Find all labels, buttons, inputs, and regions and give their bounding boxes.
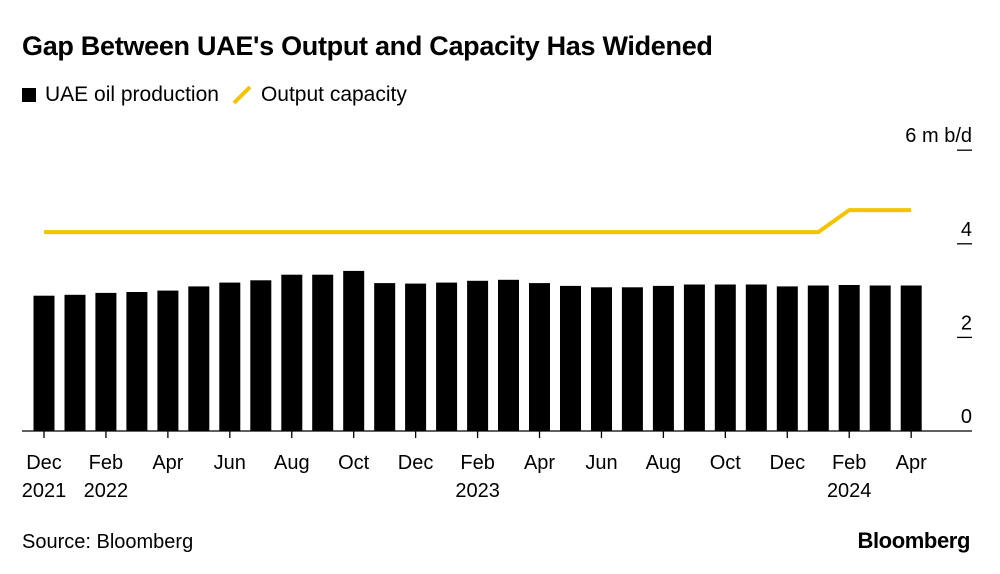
x-tick-label: Oct [338,452,370,474]
x-tick-label: Apr [896,452,927,474]
production-bar [776,286,798,431]
production-bar [838,285,860,431]
production-bar [312,274,334,431]
production-bar [591,287,612,431]
production-bar [498,279,519,431]
production-bar [188,286,210,431]
x-tick-label: Feb [460,452,494,474]
production-bar [64,294,86,431]
production-bar [219,282,241,431]
x-tick-label: Apr [152,452,183,474]
production-bar [436,282,458,431]
legend: UAE oil production Output capacity [22,83,419,107]
production-bar [683,284,705,431]
production-bar [807,285,829,431]
x-tick-label: Oct [710,452,742,474]
x-tick-label: Dec [26,452,62,474]
production-bar [157,290,179,431]
legend-swatch-capacity [231,84,253,106]
production-bar [869,285,891,431]
production-bar [343,270,365,431]
production-bar [621,287,643,431]
legend-item-capacity: Output capacity [231,83,407,107]
production-bar [529,283,550,431]
y-tick-label: 2 [961,312,972,334]
x-tick-label: Dec [398,452,434,474]
y-tick-label: 0 [961,406,972,428]
production-bar [126,292,148,431]
legend-label-capacity: Output capacity [260,83,407,106]
production-bar [745,284,767,431]
production-bar [33,295,55,431]
x-tick-label: Jun [585,452,617,474]
x-tick-year-label: 2024 [827,480,872,502]
x-tick-year-label: 2021 [22,480,67,502]
production-bar [250,280,272,431]
x-tick-label: Jun [214,452,246,474]
legend-item-production: UAE oil production [22,83,219,107]
legend-swatch-production [22,88,36,102]
x-tick-label: Feb [89,452,123,474]
x-tick-label: Aug [646,452,682,474]
production-bar [652,285,674,431]
legend-label-production: UAE oil production [45,83,219,106]
x-tick-year-label: 2023 [455,480,500,502]
x-tick-label: Aug [274,452,310,474]
production-bar [405,283,427,431]
y-tick-label: 6 m b/d [905,125,972,147]
y-tick-label: 4 [961,219,972,241]
source-note: Source: Bloomberg [22,531,194,553]
production-bar [467,280,489,431]
production-bar [714,284,736,431]
production-bar [560,285,581,431]
x-tick-label: Apr [524,452,555,474]
x-tick-label: Dec [770,452,806,474]
production-bar [374,283,396,431]
x-tick-label: Feb [832,452,866,474]
brand-logo: Bloomberg [857,528,970,553]
production-bar [900,285,922,431]
capacity-line [44,208,912,235]
chart-title: Gap Between UAE's Output and Capacity Ha… [22,31,713,61]
production-bar [281,274,303,431]
x-tick-year-label: 2022 [84,480,129,502]
production-bar [95,292,117,431]
